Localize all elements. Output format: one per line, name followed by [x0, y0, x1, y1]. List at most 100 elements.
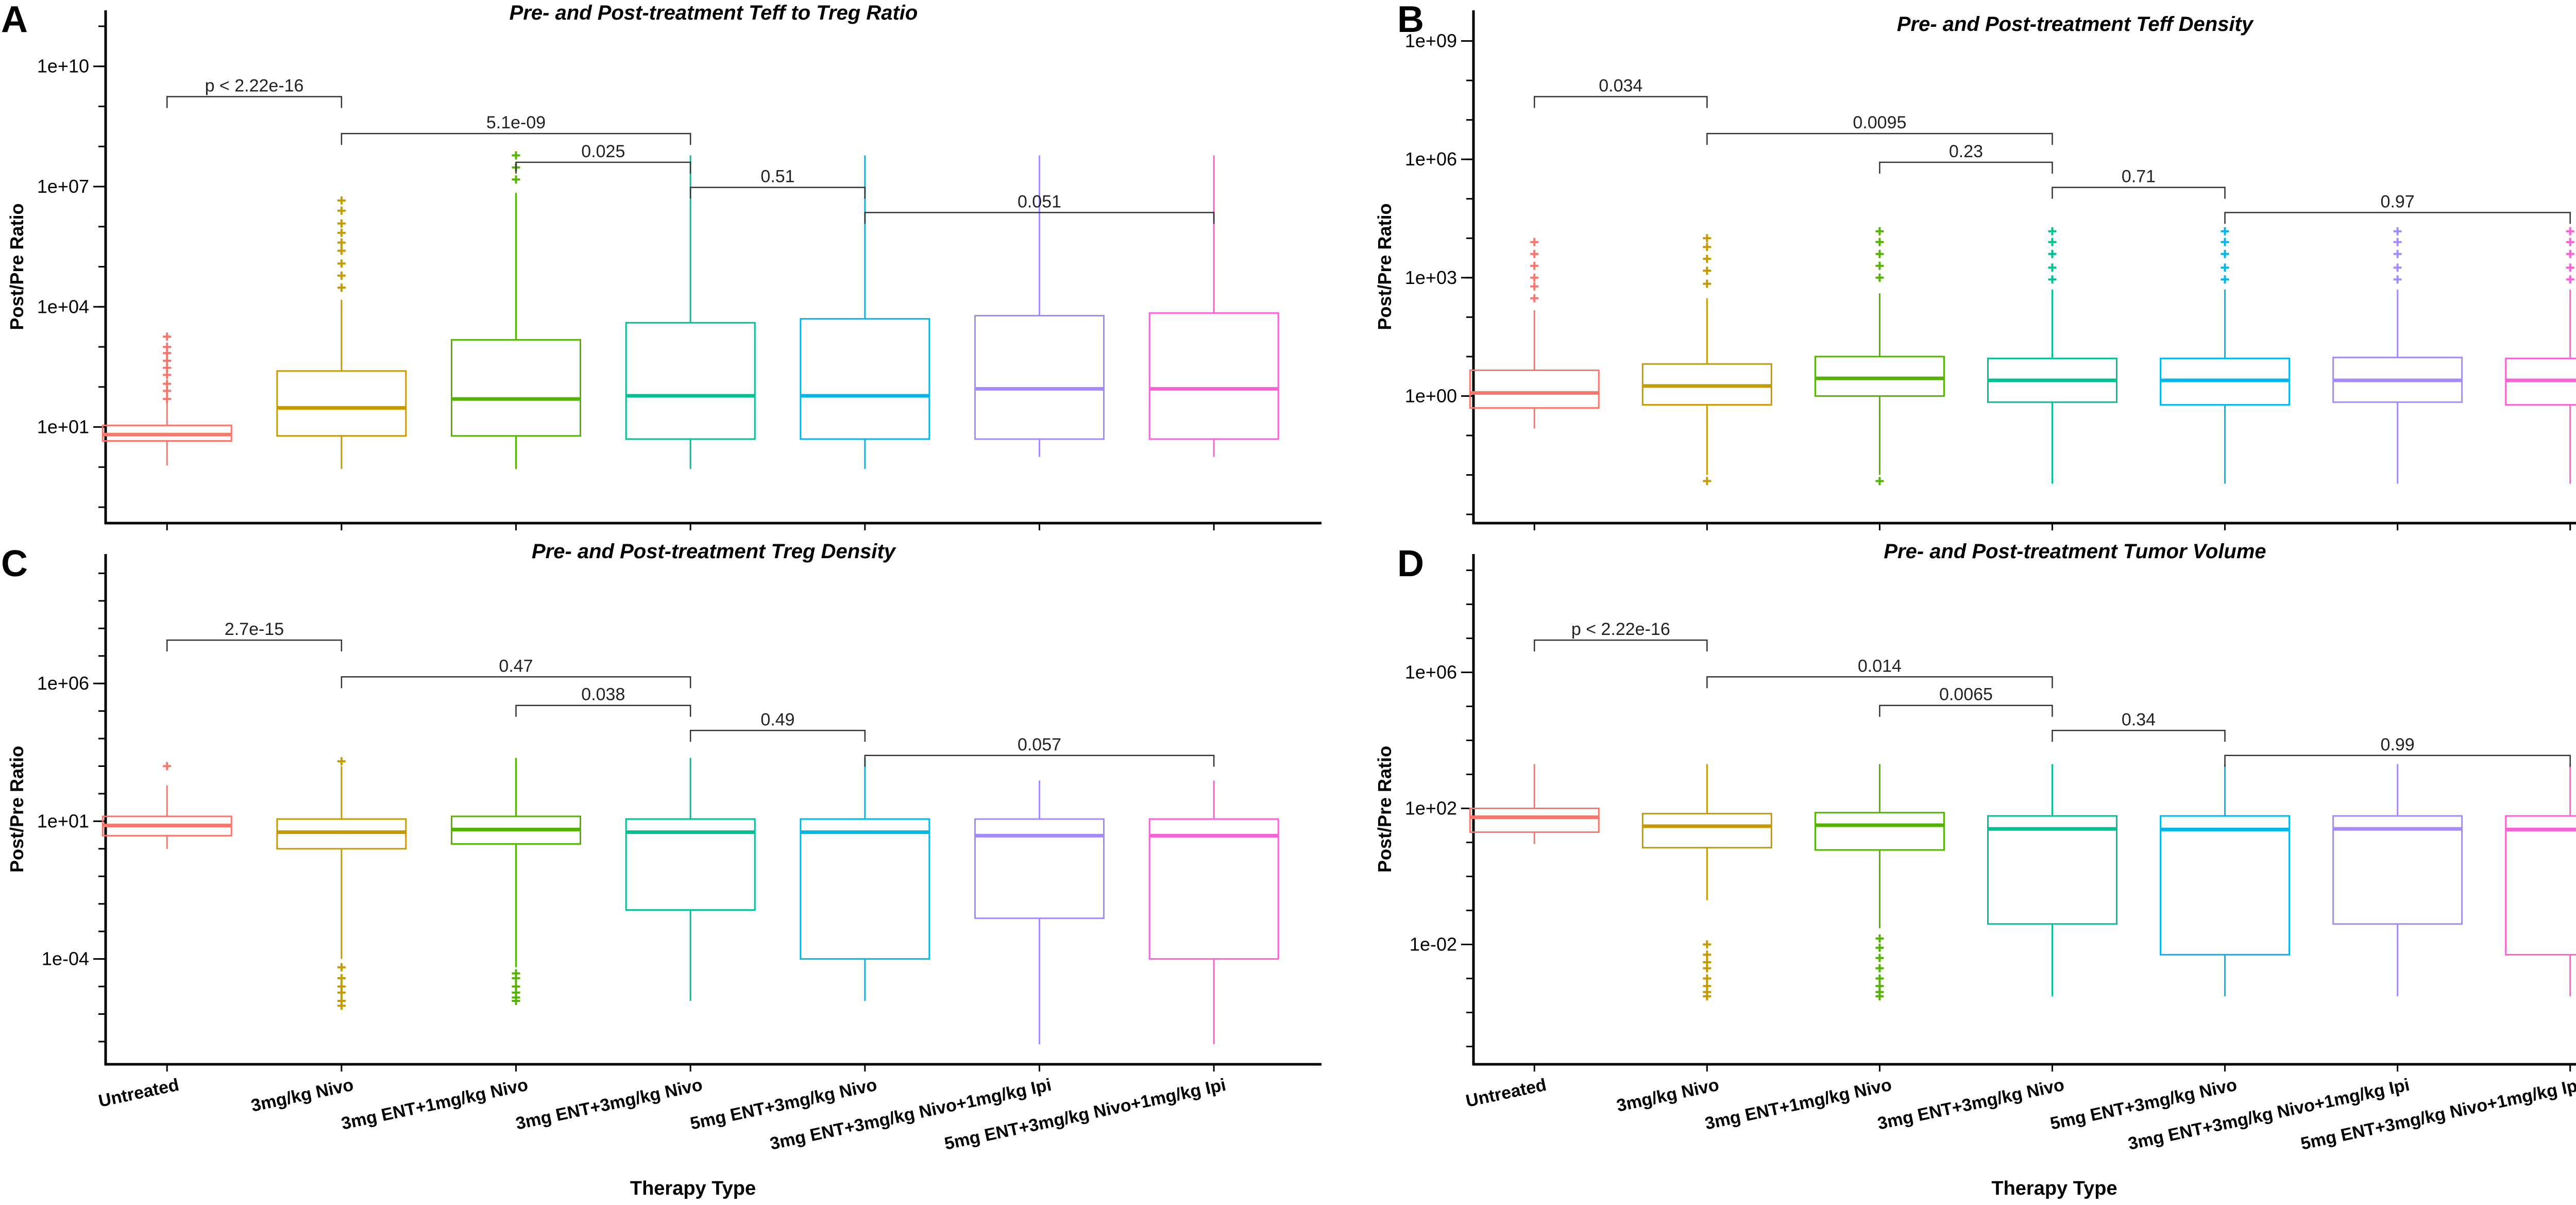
box-3 [1814, 764, 1945, 1000]
bracket-line [689, 730, 866, 742]
box-4 [1987, 227, 2117, 484]
comparison-bracket: 0.99 [2224, 735, 2571, 767]
outlier-point [337, 206, 346, 215]
y-tick-label: 1e+03 [1405, 267, 1457, 288]
comparison-bracket: 0.034 [1534, 76, 1708, 108]
p-value-label: 0.057 [1018, 735, 1061, 755]
box-iqr [974, 315, 1105, 440]
y-tick-label: 1e+06 [1405, 148, 1457, 170]
y-axis-label: Post/Pre Ratio [1374, 746, 1395, 873]
outlier-point [337, 963, 346, 972]
box-1 [101, 762, 232, 849]
outlier-point [2221, 227, 2229, 236]
box-5 [2160, 227, 2291, 484]
p-value-label: 0.97 [2381, 192, 2415, 211]
outlier-point [1703, 234, 1711, 243]
outlier-point [337, 988, 346, 997]
bracket-line [864, 755, 1215, 767]
comparison-bracket: 0.051 [864, 192, 1215, 224]
panel-b: B Pre- and Post-treatment Teff Density Pos… [1374, 0, 2576, 530]
outlier-point [1703, 964, 1711, 973]
box-2 [1641, 234, 1772, 486]
outlier-point [1875, 273, 1884, 282]
outlier-point [1703, 477, 1711, 486]
y-tick-label: 1e+00 [1405, 385, 1457, 406]
outlier-point [337, 259, 346, 268]
box-iqr [1814, 356, 1945, 397]
panel-letter: A [1, 0, 28, 40]
outlier-point [1875, 249, 1884, 258]
outlier-point [2221, 275, 2229, 284]
comparison-bracket: 0.038 [515, 685, 691, 717]
comparison-bracket: 5.1e-09 [341, 113, 691, 145]
outlier-point [163, 363, 172, 372]
box-3 [451, 151, 582, 469]
outlier-point [1875, 974, 1884, 983]
outlier-point [2048, 275, 2057, 284]
outlier-point [337, 757, 346, 766]
p-value-label: 0.0095 [1853, 113, 1906, 132]
outlier-point [2566, 263, 2574, 272]
bracket-line [341, 676, 691, 689]
comparison-bracket: 0.23 [1879, 142, 2053, 174]
outlier-point [337, 974, 346, 982]
box-2 [276, 757, 407, 1010]
outlier-point [2566, 249, 2574, 258]
outlier-point [337, 271, 346, 280]
outlier-point [163, 395, 172, 404]
y-tick-label: 1e+10 [37, 56, 89, 77]
box-iqr [276, 370, 407, 437]
panel-letter: B [1397, 0, 1424, 40]
p-value-label: 0.99 [2381, 735, 2415, 755]
outlier-point [1875, 943, 1884, 952]
y-tick-label: 1e-02 [1410, 933, 1457, 955]
outlier-point [163, 356, 172, 365]
outlier-point [2393, 263, 2402, 272]
bracket-line [166, 96, 343, 108]
outlier-point [512, 997, 520, 1006]
outlier-point [1875, 953, 1884, 962]
outlier-point [337, 228, 346, 237]
bracket-line [2224, 755, 2571, 767]
outlier-point [2566, 275, 2574, 284]
outlier-point [163, 379, 172, 388]
outlier-point [163, 332, 172, 341]
bracket-line [166, 639, 343, 652]
outlier-point [1875, 261, 1884, 270]
panel-a: A Pre- and Post-treatment Teff to Treg Ra… [1, 0, 1321, 530]
box-iqr [1469, 807, 1600, 833]
box-5 [800, 155, 930, 469]
p-value-label: p < 2.22e-16 [1571, 620, 1670, 639]
x-tick-label: 3mg ENT+3mg/kg Nivo+1mg/kg Ipi [768, 1075, 1053, 1154]
panel-title: Pre- and Post-treatment Teff Density [1897, 13, 2254, 36]
comparison-bracket: p < 2.22e-16 [166, 76, 343, 108]
box-1 [1469, 238, 1600, 429]
outlier-point [1703, 279, 1711, 288]
x-tick-label: 3mg ENT+1mg/kg Nivo [1703, 1075, 1893, 1134]
outlier-point [337, 283, 346, 292]
box-2 [1641, 764, 1772, 1000]
outlier-point [2393, 249, 2402, 258]
y-axis-label: Post/Pre Ratio [6, 203, 27, 330]
p-value-label: 0.0065 [1939, 685, 1993, 705]
outlier-point [512, 151, 520, 160]
box-iqr [451, 339, 582, 437]
bracket-line [1879, 161, 2053, 174]
comparison-bracket: 0.97 [2224, 192, 2571, 224]
bracket-line [2052, 730, 2226, 742]
outlier-point [2393, 275, 2402, 284]
box-5 [2160, 764, 2291, 996]
p-value-label: 0.51 [760, 167, 794, 187]
outlier-point [1875, 992, 1884, 1000]
x-tick-label: 5mg ENT+3mg/kg Nivo+1mg/kg Ipi [943, 1075, 1228, 1154]
box-6 [2332, 764, 2463, 996]
box-iqr [974, 818, 1105, 919]
outlier-point [163, 343, 172, 352]
outlier-point [1530, 273, 1539, 282]
box-iqr [1148, 818, 1279, 960]
bracket-line [1534, 96, 1708, 108]
comparison-bracket: 0.47 [341, 656, 691, 689]
comparison-bracket: 0.057 [864, 735, 1215, 767]
x-tick-label: 3mg/kg Nivo [249, 1075, 355, 1116]
